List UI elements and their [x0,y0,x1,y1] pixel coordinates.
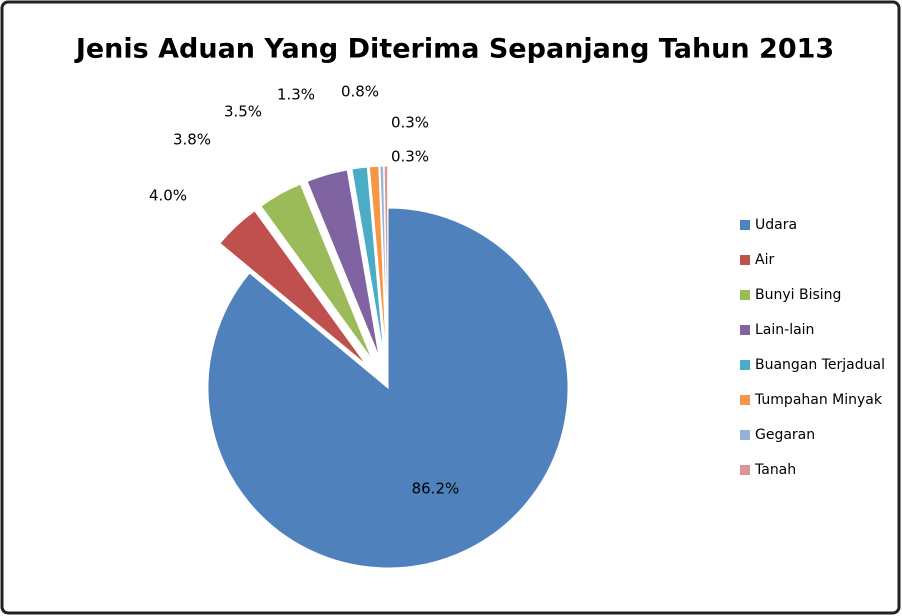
legend-label: Air [755,252,774,268]
pie-slice [368,165,387,357]
data-label: 4.0% [149,187,187,205]
data-label: 0.3% [391,148,429,166]
legend-swatch [740,255,750,265]
data-label: 0.8% [341,83,379,101]
legend-label: Buangan Terjadual [755,357,885,373]
pie-slice [383,165,389,357]
pie-slice [260,183,373,361]
legend-swatch [740,395,750,405]
legend-label: Tumpahan Minyak [754,392,883,408]
data-label: 3.5% [224,103,262,121]
legend-label: Udara [755,217,797,233]
data-label: 1.3% [277,86,315,104]
pie-slice [379,165,388,357]
data-label: 3.8% [173,131,211,149]
legend-label: Bunyi Bising [755,287,841,303]
pie-slice [219,210,367,366]
legend-swatch [740,465,750,475]
legend-swatch [740,430,750,440]
legend-label: Tanah [754,462,796,478]
legend-swatch [740,290,750,300]
data-label: 86.2% [412,480,460,498]
legend-swatch [740,325,750,335]
pie-slice [351,166,385,357]
legend-swatch [740,360,750,370]
legend-swatch [740,220,750,230]
chart-title: Jenis Aduan Yang Diterima Sepanjang Tahu… [74,34,834,65]
pie-slice [207,207,569,569]
pie-slice [306,169,380,358]
legend-label: Gegaran [755,427,815,443]
legend-label: Lain-lain [755,322,814,338]
data-label: 0.3% [391,114,429,132]
